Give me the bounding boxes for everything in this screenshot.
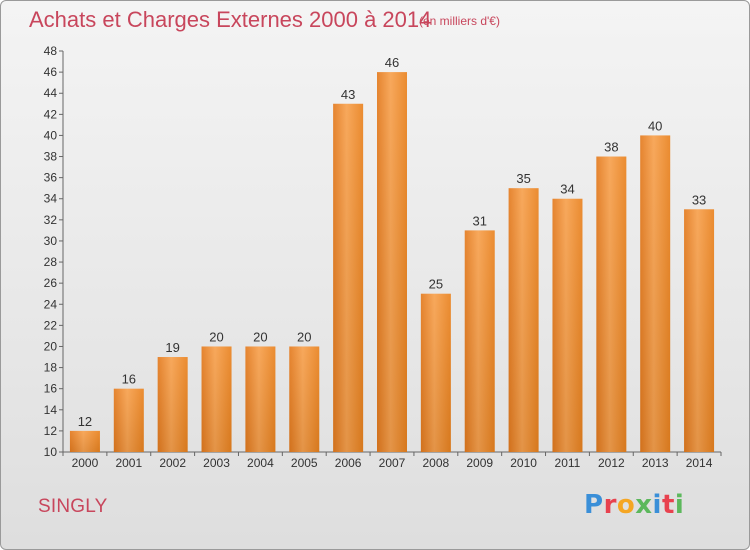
logo-letter: i (652, 490, 662, 520)
bar-shade (157, 357, 188, 452)
y-tick-label: 44 (44, 86, 58, 100)
x-tick-label: 2000 (72, 456, 99, 470)
bar-shade (69, 430, 100, 452)
logo-letter: P (584, 490, 604, 520)
bar-shade (552, 198, 583, 452)
bar-shade (245, 346, 276, 452)
x-tick-label: 2013 (642, 456, 669, 470)
x-tick-label: 2009 (466, 456, 493, 470)
y-tick-label: 18 (44, 361, 58, 375)
bar-value-label: 20 (253, 329, 267, 344)
y-tick-label: 46 (44, 65, 58, 79)
x-tick-label: 2012 (598, 456, 625, 470)
y-tick-label: 42 (44, 107, 58, 121)
labels-group: 12 2000 16 2001 19 2002 20 2003 20 2004 20 2005 43 20… (72, 55, 713, 470)
bar-value-label: 34 (560, 182, 574, 197)
bar-value-label: 40 (648, 118, 662, 133)
bar-shade (464, 230, 495, 452)
chart-subtitle: (en milliers d'€) (419, 14, 500, 28)
bar-value-label: 20 (297, 329, 311, 344)
bar-shade (113, 388, 144, 452)
bar-shade (508, 188, 539, 452)
y-tick-label: 48 (44, 44, 58, 58)
y-tick-label: 16 (44, 382, 58, 396)
logo-letter: r (603, 490, 617, 520)
x-tick-label: 2002 (159, 456, 186, 470)
y-tick-label: 40 (44, 128, 58, 142)
bar-value-label: 12 (78, 414, 92, 429)
x-tick-label: 2001 (115, 456, 142, 470)
bar-value-label: 46 (385, 55, 399, 70)
y-tick-label: 12 (44, 424, 58, 438)
bar-shade (684, 209, 715, 452)
x-tick-label: 2010 (510, 456, 537, 470)
bar-value-label: 19 (165, 340, 179, 355)
bar-value-label: 43 (341, 87, 355, 102)
y-tick-label: 20 (44, 339, 58, 353)
bar-value-label: 38 (604, 140, 618, 155)
x-tick-label: 2014 (686, 456, 713, 470)
x-tick-label: 2004 (247, 456, 274, 470)
x-tick-label: 2003 (203, 456, 230, 470)
x-tick-label: 2011 (555, 456, 581, 470)
logo-letter: o (616, 490, 636, 520)
y-tick-label: 22 (44, 318, 58, 332)
bar-shade (596, 156, 627, 453)
bar-shade (420, 293, 451, 452)
y-tick-label: 14 (44, 403, 58, 417)
x-tick-label: 2007 (379, 456, 406, 470)
bar-shade (201, 346, 232, 452)
bar-value-label: 16 (122, 372, 136, 387)
proxiti-logo: Proxiti (584, 490, 684, 520)
y-tick-label: 26 (44, 276, 58, 290)
y-tick-label: 34 (44, 192, 58, 206)
y-tick-label: 38 (44, 150, 58, 164)
x-tick-label: 2006 (335, 456, 362, 470)
y-tick-label: 32 (44, 213, 58, 227)
bar-value-label: 33 (692, 192, 706, 207)
x-tick-label: 2005 (291, 456, 318, 470)
logo-letter: t (661, 490, 675, 520)
logo-letter: x (635, 490, 653, 520)
logo-letter: i (674, 490, 685, 520)
bar-value-label: 31 (472, 213, 486, 228)
bar-value-label: 20 (209, 329, 223, 344)
bar-value-label: 35 (516, 171, 530, 186)
bar-value-label: 25 (429, 277, 443, 292)
axes: 10 12 14 16 18 20 22 24 26 28 30 32 34 36 38 40 42 44 46 48 (44, 44, 722, 459)
y-tick-label: 30 (44, 234, 58, 248)
bar-shade (640, 135, 671, 452)
y-tick-label: 10 (44, 445, 58, 459)
commune-name: SINGLY (38, 496, 108, 517)
bar-shade (377, 72, 407, 453)
chart-title: Achats et Charges Externes 2000 à 2014 (29, 7, 432, 32)
bar-shade (333, 103, 364, 453)
bar-shade (289, 346, 320, 452)
y-tick-label: 36 (44, 171, 58, 185)
bars-group (69, 72, 715, 453)
y-tick-label: 24 (44, 297, 58, 311)
y-tick-label: 28 (44, 255, 58, 269)
x-tick-label: 2008 (423, 456, 450, 470)
